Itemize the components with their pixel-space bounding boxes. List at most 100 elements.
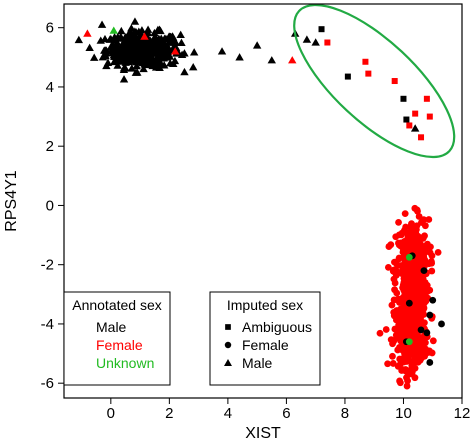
triangle-point xyxy=(116,50,126,58)
circle-point xyxy=(403,237,411,244)
triangle-point xyxy=(180,67,189,76)
circle-point xyxy=(376,329,384,337)
triangle-point xyxy=(130,55,140,63)
y-tick-label: -2 xyxy=(41,257,54,274)
triangle-point xyxy=(96,36,105,44)
triangle-point xyxy=(102,61,111,70)
circle-point xyxy=(412,345,419,353)
y-tick-label: -4 xyxy=(41,316,54,333)
triangle-point xyxy=(117,26,126,35)
circle-point xyxy=(418,335,425,343)
circle-point xyxy=(382,326,390,333)
x-tick-label: 4 xyxy=(224,405,232,422)
triangle-point xyxy=(141,58,151,66)
triangle-point xyxy=(167,38,177,46)
circle-point xyxy=(389,352,396,360)
triangle-point xyxy=(127,64,136,72)
highlight-ellipse xyxy=(293,3,456,159)
y-axis-label: RPS4Y1 xyxy=(3,170,20,231)
triangle-point xyxy=(189,62,198,71)
circle-point xyxy=(426,311,434,319)
x-axis-label: XIST xyxy=(245,425,281,442)
triangle-point xyxy=(160,34,169,42)
circle-point xyxy=(421,299,428,307)
square-point xyxy=(344,73,351,80)
legend-entry-female: Female xyxy=(242,337,289,353)
circle-point xyxy=(412,242,420,249)
legend-entry-ambiguous: Ambiguous xyxy=(242,319,312,335)
circle-point xyxy=(415,213,423,220)
triangle-point xyxy=(111,42,120,50)
circle-point xyxy=(402,326,410,333)
triangle-point xyxy=(302,35,312,43)
circle-point xyxy=(387,336,395,344)
triangle-point xyxy=(121,64,130,72)
circle-point xyxy=(392,233,400,241)
circle-point xyxy=(425,216,433,223)
circle-point xyxy=(400,358,408,366)
circle-point xyxy=(384,360,392,368)
triangle-point xyxy=(217,47,227,55)
circle-point xyxy=(420,233,428,241)
legend-entry-male: Male xyxy=(96,319,127,335)
triangle-point xyxy=(147,41,156,49)
circle-point xyxy=(420,311,428,318)
circle-point xyxy=(403,310,410,318)
circle-point xyxy=(400,227,408,234)
triangle-point xyxy=(119,75,129,83)
triangle-point xyxy=(410,124,420,132)
triangle-point xyxy=(139,64,148,73)
triangle-point xyxy=(130,17,140,25)
circle-point xyxy=(405,293,413,301)
circle-point xyxy=(413,289,421,297)
legend-entry-male: Male xyxy=(242,355,273,371)
triangle-point xyxy=(158,38,167,46)
triangle-point xyxy=(131,33,141,41)
triangle-point xyxy=(139,44,149,52)
triangle-point xyxy=(171,47,180,55)
circle-point xyxy=(390,266,398,274)
circle-point xyxy=(396,379,404,387)
square-point xyxy=(418,134,425,141)
circle-point xyxy=(407,223,414,230)
y-tick-label: 2 xyxy=(46,138,54,155)
triangle-point xyxy=(143,28,153,37)
circle-point xyxy=(410,281,418,289)
circle-point xyxy=(421,345,429,353)
square-point xyxy=(406,122,413,129)
circle-point xyxy=(434,248,442,256)
triangle-point xyxy=(176,30,185,38)
circle-point xyxy=(424,287,432,295)
square-point xyxy=(412,110,419,117)
triangle-point xyxy=(132,61,141,70)
square-point xyxy=(365,70,372,77)
square-point xyxy=(403,116,410,123)
circle-point xyxy=(428,259,436,267)
triangle-point xyxy=(166,59,175,67)
circle-point xyxy=(404,265,412,272)
x-tick-label: 6 xyxy=(282,405,290,422)
triangle-point xyxy=(156,26,165,35)
triangle-point xyxy=(124,40,133,48)
circle-point xyxy=(403,382,411,390)
circle-point xyxy=(384,263,392,271)
triangle-point xyxy=(106,34,116,43)
circle-point xyxy=(405,253,413,261)
circle-point xyxy=(409,318,417,326)
circle-point xyxy=(438,320,445,328)
triangle-point xyxy=(288,56,297,64)
triangle-point xyxy=(252,41,262,49)
triangle-point xyxy=(121,58,130,66)
circle-point xyxy=(389,360,397,367)
circle-point xyxy=(391,258,398,266)
circle-point xyxy=(413,222,421,230)
data-points-layer xyxy=(74,3,456,390)
circle-point xyxy=(399,284,406,292)
triangle-point xyxy=(177,38,186,46)
circle-point xyxy=(398,269,406,277)
plot-frame xyxy=(63,3,463,399)
x-tick-label: 8 xyxy=(341,405,349,422)
circle-point xyxy=(392,271,400,279)
